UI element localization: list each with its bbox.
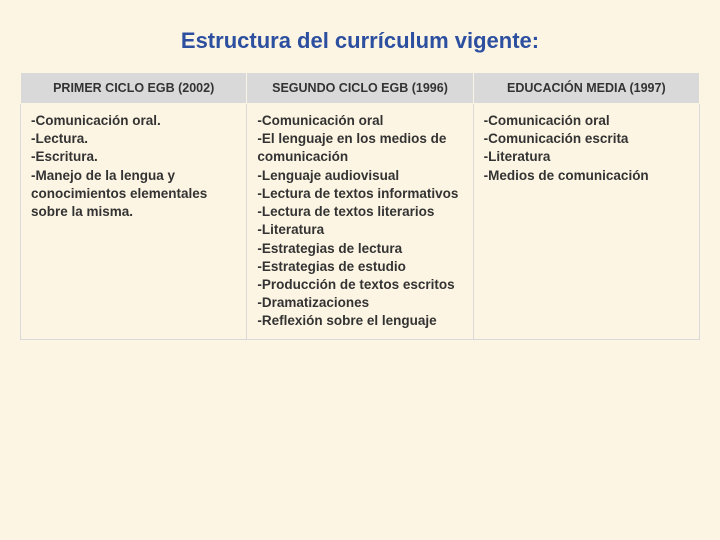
table-cell: -Comunicación oral-Comunicación escrita-… bbox=[473, 104, 699, 340]
table-container: PRIMER CICLO EGB (2002) SEGUNDO CICLO EG… bbox=[0, 72, 720, 340]
column-header: EDUCACIÓN MEDIA (1997) bbox=[473, 73, 699, 104]
table-row: -Comunicación oral.-Lectura.-Escritura.-… bbox=[21, 104, 700, 340]
table-cell: -Comunicación oral-El lenguaje en los me… bbox=[247, 104, 473, 340]
column-header: SEGUNDO CICLO EGB (1996) bbox=[247, 73, 473, 104]
table-cell: -Comunicación oral.-Lectura.-Escritura.-… bbox=[21, 104, 247, 340]
column-header: PRIMER CICLO EGB (2002) bbox=[21, 73, 247, 104]
curriculum-table: PRIMER CICLO EGB (2002) SEGUNDO CICLO EG… bbox=[20, 72, 700, 340]
page-title: Estructura del currículum vigente: bbox=[0, 0, 720, 72]
